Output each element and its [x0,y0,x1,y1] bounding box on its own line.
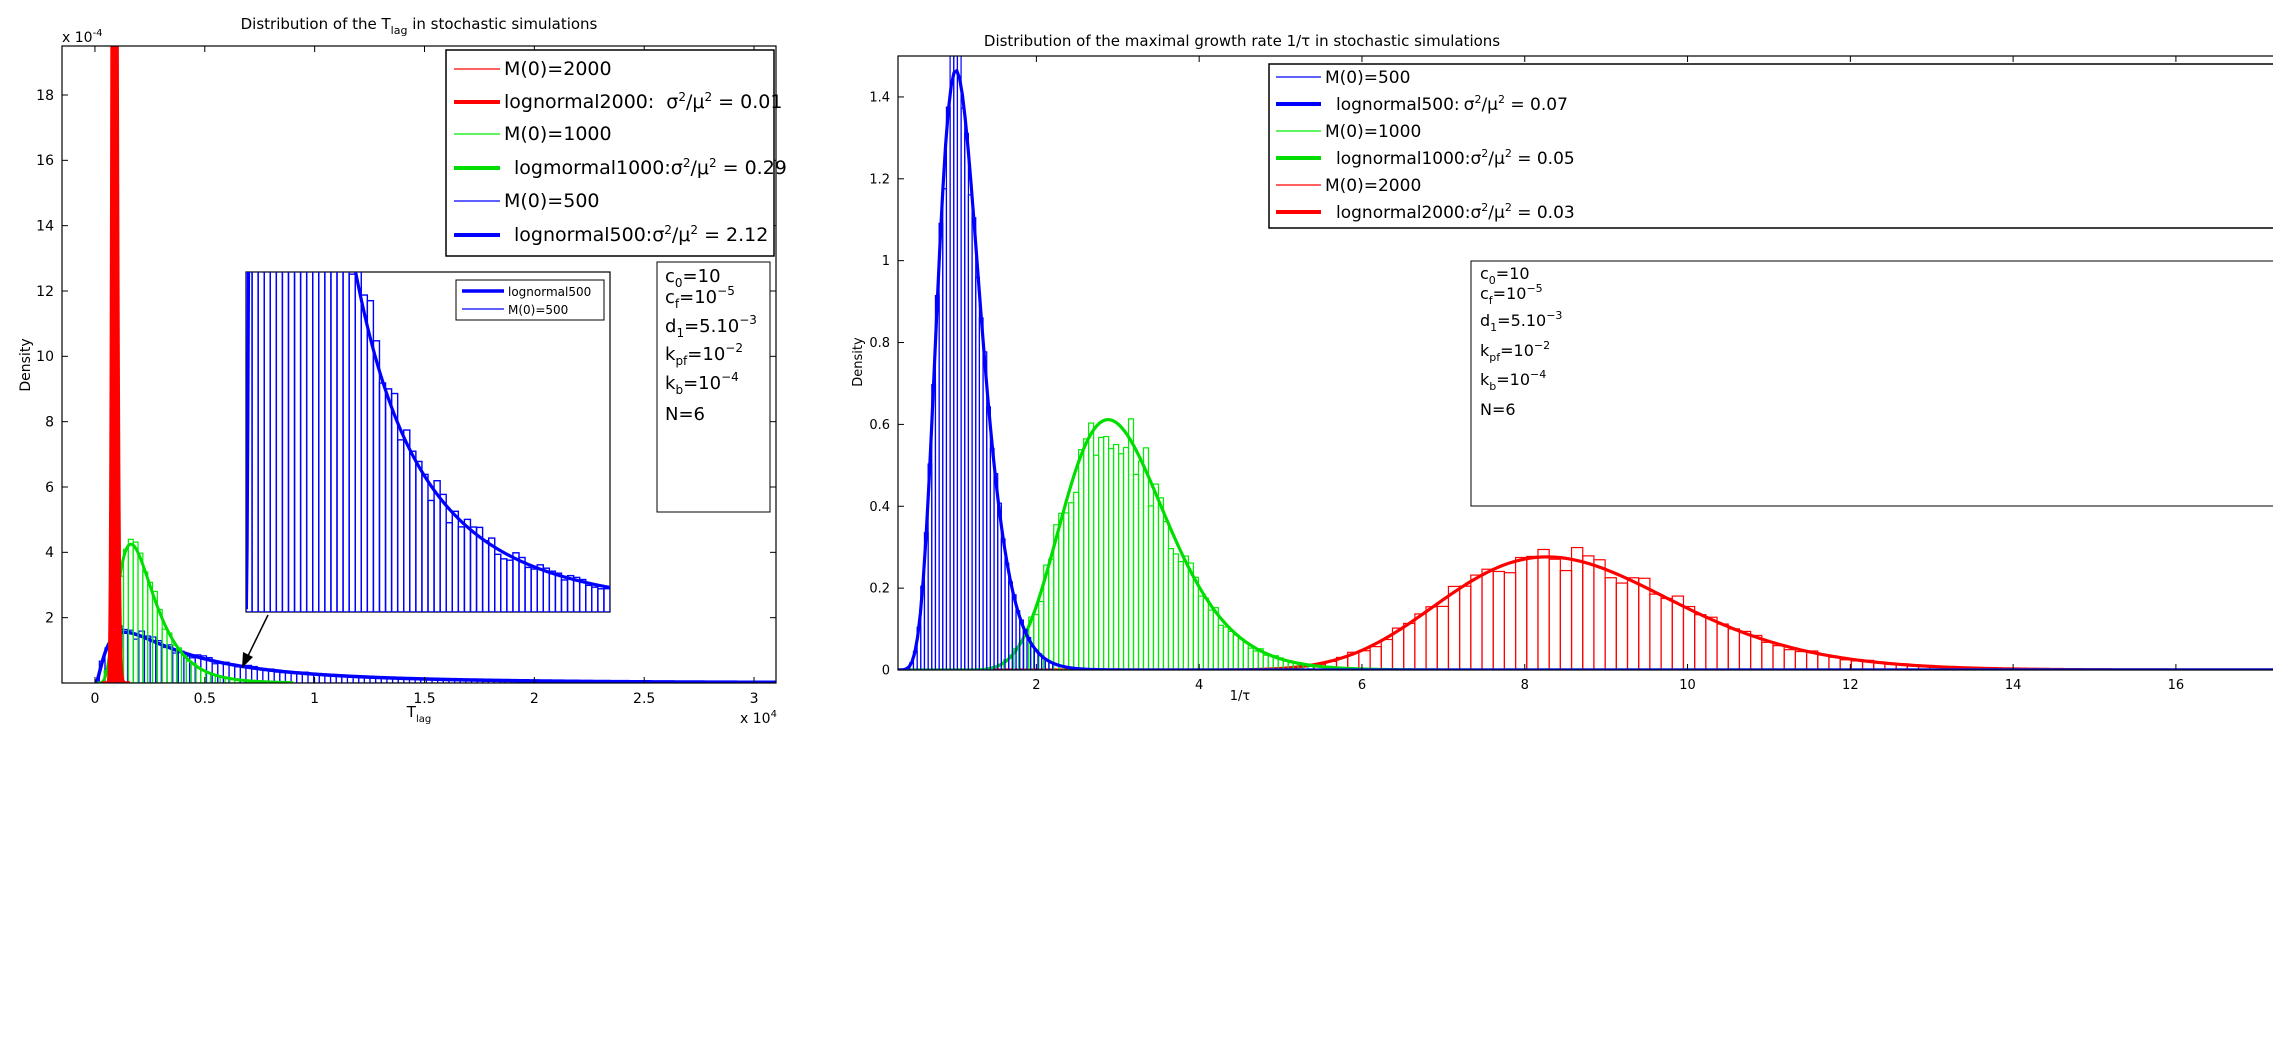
inset-legend-label: lognormal500 [508,285,591,299]
y-tick-label: 1.4 [869,90,890,105]
x-tick-label: 16 [2168,678,2185,693]
legend-label: M(0)=500 [1325,68,1410,88]
y-tick-label: 8 [45,415,54,431]
inset-hist-bar [603,588,610,612]
x-tick-label: 3 [750,691,759,707]
inset-fit-curve [246,272,610,610]
axes-frame [61,45,777,684]
param-d1: d1=5.10−3 [665,313,757,340]
fit-curve-1000 [96,542,294,683]
param-c0: c0=10 [665,266,721,290]
y-tick-label: 2 [45,611,54,627]
y-tick-label: 0.8 [869,336,890,351]
inset-hist-bar [312,272,320,612]
legend-label: lognormal500: σ2/μ2 = 0.07 [1336,93,1568,115]
x-tick-label: 14 [2005,678,2022,693]
x-tick-label: 4 [1195,678,1203,693]
params-frame [1470,260,2273,507]
inset-legend-label: M(0)=500 [508,303,568,317]
left-y-multiplier: x 10-4 [62,28,103,46]
legend-label: M(0)=1000 [1325,122,1421,142]
right-x-axis-label: 1/τ [1230,689,1251,704]
y-tick-label: 0.2 [869,582,890,597]
legend-label: M(0)=1000 [504,123,612,145]
fit-curve-500 [94,630,776,683]
chart-right: Distribution of the maximal growth rate … [851,32,2273,704]
params-frame [656,261,771,513]
right-legend-box [1268,63,2273,229]
left-legend: M(0)=2000 lognormal2000: σ2/μ2 = 0.01 M(0… [445,49,787,257]
left-legend-box [445,49,775,257]
legend-label: M(0)=500 [504,190,600,212]
x-tick-label: 0 [90,691,99,707]
right-y-axis-label: Density [851,337,866,387]
y-tick-label: 0.4 [869,500,890,515]
right-legend: M(0)=500 lognormal500: σ2/μ2 = 0.07 M(0)=… [1268,63,2273,229]
left-axes: 0 0.5 1 1.5 2 2.5 3 2 4 6 8 10 12 14 16 18 [36,45,777,707]
x-tick-label: 1.5 [413,691,435,707]
y-tick-label: 0.6 [869,418,890,433]
right-title: Distribution of the maximal growth rate … [984,32,1500,50]
y-tick-label: 18 [36,88,54,104]
legend-label: lognormal1000:σ2/μ2 = 0.05 [1336,147,1575,169]
inset-legend-box [455,279,605,321]
legend-label: lognormal2000:σ2/μ2 = 0.03 [1336,201,1575,223]
legend-label: M(0)=2000 [1325,176,1421,196]
left-title: Distribution of the Tlag in stochastic s… [241,15,598,37]
inset-plot-data [246,272,610,612]
y-tick-label: 4 [45,545,54,561]
x-tick-label: 2.5 [633,691,655,707]
left-inset: lognormal500 M(0)=500 [245,271,611,613]
x-tick-label: 12 [1842,678,1859,693]
param-N: N=6 [665,404,705,425]
chart-left: Distribution of the Tlag in stochastic s… [18,15,787,727]
y-tick-label: 14 [36,219,54,235]
x-tick-label: 10 [1679,678,1696,693]
y-tick-label: 0 [882,664,890,679]
y-tick-label: 10 [36,349,54,365]
x-tick-label: 2 [530,691,539,707]
y-tick-label: 16 [36,153,54,169]
axes-frame [897,55,2273,671]
inset-hist-bar [293,272,302,612]
inset-legend: lognormal500 M(0)=500 [455,279,605,321]
x-tick-label: 2 [1032,678,1040,693]
left-params-box: c0=10 cf=10−5 d1=5.10−3 kpf=10−2 kb=10−4… [656,261,771,513]
param-N: N=6 [1480,400,1516,419]
legend-label: M(0)=2000 [504,58,612,80]
x-tick-label: 6 [1358,678,1366,693]
x-tick-label: 0.5 [194,691,216,707]
legend-label: logmormal1000:σ2/μ2 = 0.29 [514,156,787,179]
y-tick-label: 12 [36,284,54,300]
left-x-axis-label: Tlag [406,703,431,725]
inset-arrow [242,614,269,668]
right-params-box: c0=10 cf=10−5 d1=5.10−3 kpf=10−2 kb=10−4… [1470,260,2273,507]
left-y-axis-label: Density [18,338,34,391]
y-tick-label: 1 [882,254,890,269]
y-tick-label: 1.2 [869,172,890,187]
legend-label: lognormal2000: σ2/μ2 = 0.01 [504,90,782,113]
fit-curve-1000 [898,417,2273,670]
right-axes: 2 4 6 8 10 12 14 16 0 0.2 0.4 0.6 0.8 1 1.2 1.4 [869,55,2273,693]
legend-label: lognormal500:σ2/μ2 = 2.12 [514,223,768,246]
left-x-multiplier: x 104 [740,709,777,727]
y-tick-label: 6 [45,480,54,496]
x-tick-label: 8 [1521,678,1529,693]
x-tick-label: 1 [310,691,319,707]
